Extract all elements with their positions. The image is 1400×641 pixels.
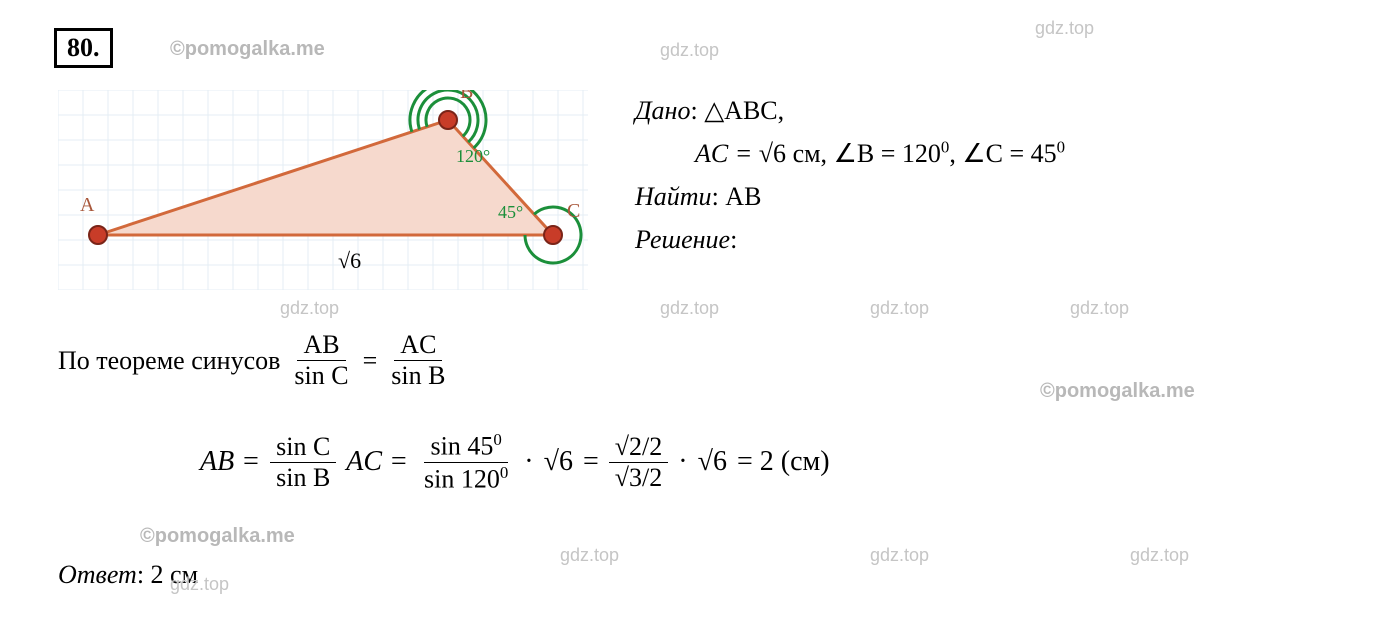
eq2: = [583,446,599,478]
reshenie-label: Решение [635,225,730,254]
watermark-gdz: gdz.top [1070,298,1129,319]
sinus-prefix: По теореме синусов [58,346,280,376]
frac-sqrt2-sqrt3: √2/2 √3/2 [609,432,669,493]
f1-den: sin B [270,463,336,493]
label-b: B [460,90,473,103]
frac2-den: sin B [385,361,451,391]
sqrt6-1: √6 [544,446,573,478]
naiti-line: Найти: AB [635,176,1065,219]
vertex-c [544,226,562,244]
frac-ab-sinc: AB sin C [288,330,354,391]
f3-num: √2/2 [609,432,669,463]
f3-den: √3/2 [609,463,669,493]
triangle-diagram: A B C 120° 45° √6 [58,90,588,290]
watermark-gdz: gdz.top [560,545,619,566]
angle-c-label: 45° [498,202,523,222]
given-values: AC = √6 см, ∠B = 1200, ∠C = 450 [635,133,1065,176]
watermark-gdz: gdz.top [1130,545,1189,566]
sinus-theorem-line: По теореме синусов AB sin C = AC sin B [58,330,451,391]
dot1: · [524,446,533,478]
reshenie-line: Решение: [635,219,1065,262]
naiti-label: Найти [635,182,712,211]
frac-sin45-sin120: sin 450 sin 1200 [418,430,514,494]
problem-number: 80. [54,28,113,68]
dano-line: Дано: △ABC, [635,90,1065,133]
watermark-pomogalka: ©pomogalka.me [140,525,295,548]
naiti-value: : AB [712,182,762,211]
base-label: √6 [338,248,361,273]
f2-den: sin 1200 [418,463,514,495]
watermark-gdz: gdz.top [660,298,719,319]
watermark-gdz: gdz.top [280,298,339,319]
angle-b-text: ∠B = 120 [834,139,941,168]
calculation-line: AB = sin C sin B AC = sin 450 sin 1200 ·… [200,430,830,494]
dano-label: Дано [635,96,690,125]
ac-unit: см, [786,139,834,168]
watermark-pomogalka: ©pomogalka.me [1040,380,1195,403]
ac-value: √6 [759,139,786,168]
frac2-num: AC [394,330,442,361]
reshenie-colon: : [730,225,737,254]
watermark-gdz: gdz.top [660,40,719,61]
angle-c-deg: 0 [1057,137,1065,156]
label-a: A [80,194,95,216]
answer-label: Ответ [58,560,137,589]
answer-value: : 2 см [137,560,198,589]
f1-num: sin C [270,432,336,463]
watermark-gdz: gdz.top [870,545,929,566]
calc-mid1: AC = [346,446,408,478]
given-block: Дано: △ABC, AC = √6 см, ∠B = 120 0, ∠C = … [635,90,1065,262]
triangle-fill [98,120,553,235]
frac-ac-sinb: AC sin B [385,330,451,391]
vertex-a [89,226,107,244]
calc-lhs: AB = [200,446,260,478]
triangle-name: △ABC, [704,96,784,125]
calc-tail: = 2 (см) [737,446,830,478]
comma1: , [949,139,962,168]
angle-b-label: 120° [456,146,490,166]
watermark-gdz: gdz.top [870,298,929,319]
dot2: · [678,446,687,478]
label-c: C [567,200,580,222]
sqrt6-2: √6 [698,446,727,478]
frac-sinc-sinb: sin C sin B [270,432,336,493]
ac-prefix: AC = [695,139,759,168]
f2-num: sin 450 [424,430,507,463]
frac1-num: AB [297,330,345,361]
angle-c-text: ∠C = 45 [962,139,1056,168]
watermark-gdz: gdz.top [1035,18,1094,39]
answer-line: Ответ: 2 см [58,560,198,590]
vertex-b [439,111,457,129]
eq1: = [363,346,378,376]
watermark-pomogalka: ©pomogalka.me [170,38,325,61]
frac1-den: sin C [288,361,354,391]
